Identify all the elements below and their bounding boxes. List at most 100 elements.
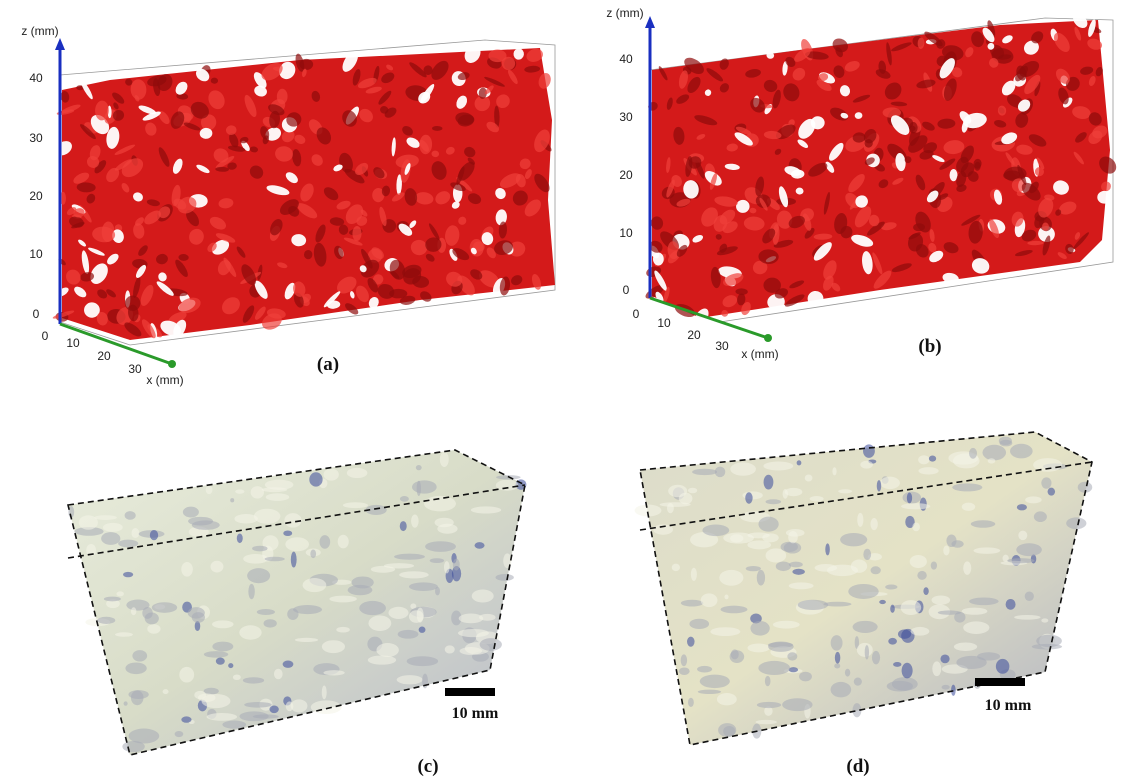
specimen-texture [910,555,927,568]
specimen-texture [125,662,146,674]
specimen-texture [853,621,878,633]
specimen-texture [838,489,852,493]
specimen-texture [879,600,886,604]
specimen-texture [417,607,424,622]
specimen-texture [672,564,680,571]
specimen-texture [731,649,739,659]
specimen-texture [251,486,264,498]
z-tick-label: 40 [619,52,633,66]
specimen-texture [287,608,298,620]
specimen-texture [1018,531,1027,541]
specimen-texture [834,663,840,668]
specimen-texture [946,534,956,547]
z-tick-label: 20 [619,168,633,182]
specimen-texture [322,640,345,653]
specimen-texture [152,602,177,613]
specimen-texture [233,674,241,680]
specimen-texture [239,625,261,639]
specimen-texture [407,656,438,666]
specimen-texture [988,458,996,463]
specimen-texture [757,702,781,708]
specimen-texture [942,685,950,690]
specimen-texture [789,582,814,589]
specimen-texture [192,612,205,623]
specimen-texture [142,607,152,619]
specimen-texture [718,723,736,737]
specimen-texture [323,670,344,675]
specimen-texture [719,570,743,586]
specimen-texture [863,549,871,560]
specimen-texture [329,596,356,603]
specimen-texture [971,520,996,528]
specimen-texture [692,469,717,475]
specimen-texture [831,682,852,697]
specimen-texture [181,716,191,722]
specimen-texture [917,571,926,580]
specimen-texture [347,468,368,478]
specimen-texture [274,669,283,680]
specimen-texture [963,561,971,574]
specimen-texture [204,651,228,658]
specimen-texture [123,572,133,577]
specimen-texture [368,615,391,631]
specimen-texture [799,672,812,682]
specimen-texture [239,711,268,721]
specimen-texture [710,627,740,636]
x-arrow [764,334,772,342]
specimen-texture [756,720,777,724]
z-arrow [55,38,65,50]
panel-label: (b) [918,336,941,357]
specimen-texture [782,698,812,711]
specimen-texture [827,565,858,577]
specimen-texture [758,517,778,532]
specimen-texture [212,642,233,652]
specimen-texture [854,678,862,686]
specimen-texture [132,650,147,661]
specimen-texture [228,663,233,668]
specimen-texture [747,532,769,538]
specimen-texture [118,540,138,548]
specimen-texture [932,661,941,676]
specimen-texture [262,487,288,492]
specimen-texture [848,584,878,599]
specimen-texture [198,693,216,702]
specimen-texture [977,652,1000,660]
specimen-texture [324,468,339,480]
specimen-texture [931,561,937,569]
z-tick-label: 0 [33,307,40,321]
specimen-texture [788,531,798,543]
specimen-texture [79,515,98,530]
specimen-texture [681,654,687,666]
specimen-texture [1006,599,1016,610]
specimen-texture [825,543,830,555]
specimen-texture [877,480,881,492]
specimen-texture [832,467,836,475]
specimen-texture [776,562,791,572]
specimen-texture [311,700,342,714]
specimen-texture [310,550,316,559]
x-arrow [168,360,176,368]
specimen-texture [880,477,900,489]
specimen-texture [131,528,139,538]
z-tick-label: 30 [29,131,43,145]
specimen-texture [252,546,267,552]
specimen-texture [291,552,297,568]
specimen-texture [234,514,257,524]
specimen-texture [717,693,737,705]
specimen-texture [700,675,730,688]
specimen-texture [860,461,873,469]
specimen-texture [257,609,275,615]
specimen-texture [230,498,234,502]
specimen-texture [430,558,444,563]
specimen-texture [893,662,901,667]
x-tick-label: 30 [715,339,729,353]
specimen-texture [400,521,407,531]
specimen-texture [687,637,695,647]
specimen-texture [954,612,965,623]
specimen-texture [940,655,949,664]
specimen-texture [746,566,761,571]
specimen-texture [163,689,169,694]
specimen-texture [266,493,290,501]
specimen-texture [974,547,1001,554]
specimen-texture [773,621,800,629]
